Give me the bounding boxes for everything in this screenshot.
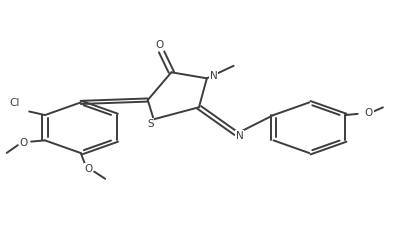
Text: O: O — [19, 138, 28, 148]
Text: S: S — [147, 119, 154, 129]
Text: O: O — [365, 108, 373, 118]
Text: O: O — [85, 164, 93, 174]
Text: O: O — [156, 40, 164, 50]
Text: Cl: Cl — [9, 98, 20, 108]
Text: N: N — [210, 71, 217, 81]
Text: N: N — [236, 131, 243, 141]
